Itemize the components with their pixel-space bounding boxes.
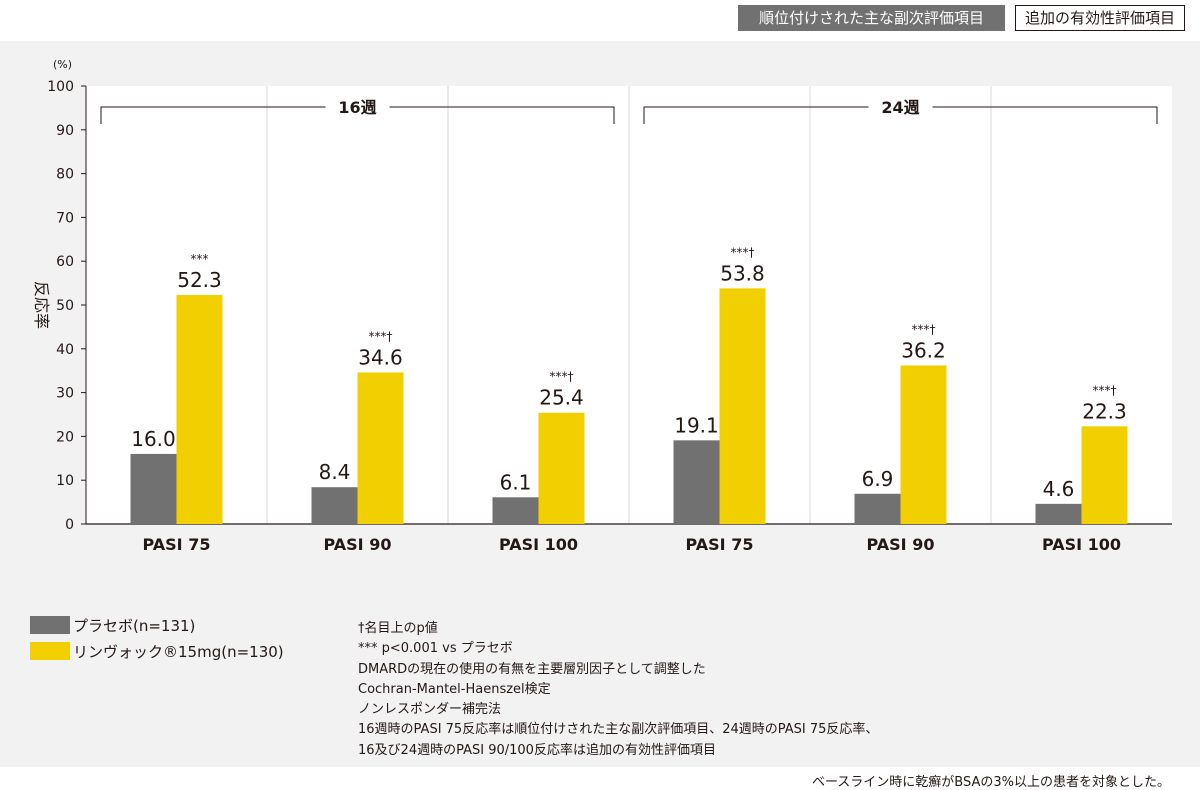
x-tick-label: PASI 75 [686, 535, 754, 554]
significance-mark: ***† [1093, 383, 1117, 397]
y-unit-label: (%) [53, 58, 72, 71]
note-line: Cochran-Mantel-Haenszel検定 [358, 681, 551, 697]
x-tick-label: PASI 90 [324, 535, 392, 554]
x-tick-label: PASI 90 [867, 535, 935, 554]
y-axis-title: 反応率 [32, 281, 51, 329]
legend-item-placebo: プラセボ(n=131) [30, 614, 284, 636]
y-tick-label: 90 [56, 123, 74, 139]
group-label: 24週 [881, 98, 919, 117]
x-tick-label: PASI 100 [499, 535, 578, 554]
note-line: *** p<0.001 vs プラセボ [358, 641, 513, 657]
group-bracket-right [389, 106, 615, 124]
data-label-rinvoq: 34.6 [358, 345, 403, 369]
bar-placebo [1035, 503, 1082, 524]
legend-item-rinvoq: リンヴォック®15mg(n=130) [30, 640, 284, 662]
notes: †名目上のp値 *** p<0.001 vs プラセボ DMARDの現在の使用の… [358, 619, 878, 761]
tab-additional-efficacy-endpoints[interactable]: 追加の有効性評価項目 [1015, 5, 1185, 31]
significance-mark: ***† [912, 322, 936, 336]
bar-placebo [673, 440, 720, 524]
bar-chart: 0 10 20 30 40 50 60 70 80 90 100 (%) 反応率 16週 24週 PASI 7… [32, 58, 1172, 554]
bar-placebo [492, 497, 539, 524]
bar-placebo [854, 493, 901, 524]
significance-mark: ***† [550, 370, 574, 384]
group-bracket-left [643, 106, 869, 124]
data-label-placebo: 8.4 [319, 460, 351, 484]
significance-mark: *** [191, 252, 209, 266]
data-label-placebo: 6.9 [862, 467, 894, 491]
y-tick-label: 100 [47, 79, 74, 95]
note-line: 16週時のPASI 75反応率は順位付けされた主な副次評価項目、24週時のPAS… [358, 722, 879, 738]
data-label-placebo: 19.1 [674, 413, 719, 437]
x-tick-label: PASI 100 [1042, 535, 1121, 554]
data-label-placebo: 16.0 [131, 427, 176, 451]
bar-placebo [311, 487, 358, 524]
significance-mark: ***† [369, 329, 393, 343]
y-tick-label: 50 [56, 298, 74, 314]
data-label-rinvoq: 53.8 [720, 261, 765, 285]
data-label-placebo: 6.1 [500, 470, 532, 494]
note-line: 16及び24週時のPASI 90/100反応率は追加の有効性評価項目 [358, 742, 716, 758]
legend-swatch-placebo [30, 616, 70, 634]
y-tick-label: 60 [56, 254, 74, 270]
data-label-rinvoq: 25.4 [539, 386, 584, 410]
y-tick-label: 30 [56, 386, 74, 402]
significance-mark: ***† [731, 245, 755, 259]
bar-rinvoq [176, 294, 223, 524]
chart-panel: 0 10 20 30 40 50 60 70 80 90 100 (%) 反応率 16週 24週 PASI 7… [0, 41, 1200, 790]
top-bar: 順位付けされた主な副次評価項目 追加の有効性評価項目 [0, 0, 1200, 41]
footnote: ベースライン時に乾癬がBSAの3%以上の患者を対象とした。 [811, 775, 1170, 790]
group-bracket-right [932, 106, 1158, 124]
note-line: †名目上のp値 [358, 621, 438, 636]
group-label: 16週 [338, 98, 376, 117]
data-label-rinvoq: 52.3 [177, 268, 222, 292]
bar-rinvoq [538, 412, 585, 524]
data-label-placebo: 4.6 [1043, 477, 1075, 501]
legend-label-placebo: プラセボ(n=131) [73, 616, 196, 635]
x-tick-label: PASI 75 [143, 535, 211, 554]
data-label-rinvoq: 22.3 [1082, 399, 1127, 423]
data-label-rinvoq: 36.2 [901, 338, 946, 362]
legend-swatch-rinvoq [30, 642, 70, 660]
y-tick-label: 10 [56, 473, 74, 489]
note-line: DMARDの現在の使用の有無を主要層別因子として調整した [358, 661, 706, 677]
y-tick-label: 80 [56, 167, 74, 183]
bar-rinvoq [719, 288, 766, 524]
legend-label-rinvoq: リンヴォック®15mg(n=130) [73, 642, 284, 661]
tab-ranked-secondary-endpoints[interactable]: 順位付けされた主な副次評価項目 [738, 5, 1005, 31]
y-tick-label: 40 [56, 342, 74, 358]
bar-rinvoq [357, 372, 404, 524]
y-tick-label: 20 [56, 429, 74, 445]
legend: プラセボ(n=131) リンヴォック®15mg(n=130) [30, 614, 284, 666]
y-tick-label: 70 [56, 210, 74, 226]
bar-rinvoq [1081, 426, 1128, 524]
y-tick-label: 0 [65, 517, 74, 533]
bar-placebo [130, 453, 177, 524]
bar-rinvoq [900, 365, 947, 524]
note-line: ノンレスポンダー補完法 [358, 702, 502, 718]
group-bracket-left [100, 106, 326, 124]
